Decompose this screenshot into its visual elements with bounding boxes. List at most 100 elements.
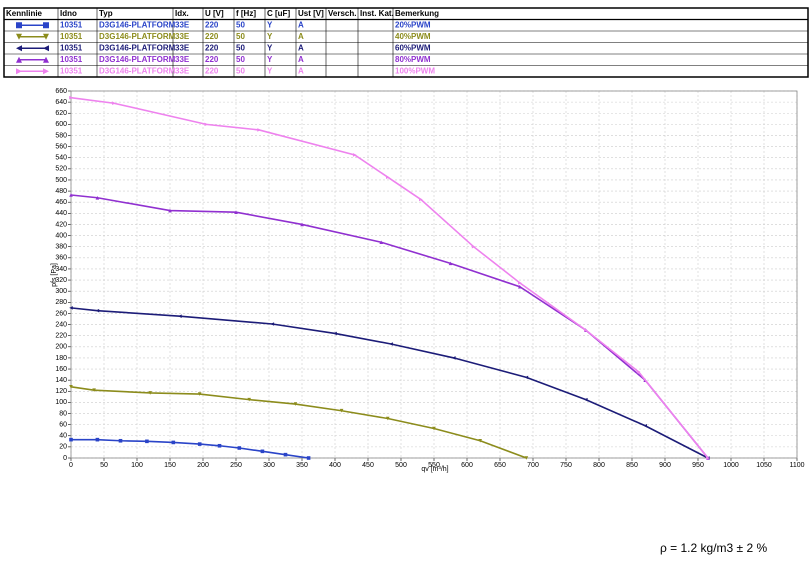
- table-cell: 33E: [175, 43, 190, 52]
- marker: [204, 122, 209, 127]
- x-tick-label: 600: [461, 462, 473, 469]
- marker: [95, 195, 100, 200]
- table-cell: 10351: [60, 43, 83, 52]
- y-tick-label: 100: [55, 399, 67, 406]
- y-tick-label: 420: [55, 221, 67, 228]
- x-tick-label: 0: [69, 462, 73, 469]
- y-tick-label: 440: [55, 210, 67, 217]
- table-cell: D3G146-PLATFORM: [99, 66, 176, 75]
- table-cell: Y: [267, 32, 273, 41]
- marker: [43, 56, 49, 63]
- y-tick-label: 540: [55, 155, 67, 162]
- y-tick-label: 520: [55, 166, 67, 173]
- x-tick-label: 100: [131, 462, 143, 469]
- table-cell: 10351: [60, 55, 83, 64]
- marker: [706, 456, 710, 460]
- y-tick-label: 40: [59, 433, 67, 440]
- table-cell: Y: [267, 55, 273, 64]
- table-cell: 33E: [175, 32, 190, 41]
- y-tick-label: 160: [55, 366, 67, 373]
- marker: [197, 442, 202, 446]
- marker: [333, 331, 337, 336]
- y-tick-label: 300: [55, 288, 67, 295]
- y-tick-label: 280: [55, 299, 67, 306]
- table-cell: D3G146-PLATFORM: [99, 43, 176, 52]
- series-line: [71, 438, 309, 459]
- table-cell: A: [298, 43, 304, 52]
- marker: [43, 68, 49, 75]
- marker: [283, 452, 288, 457]
- legend-label: 20%PWM: [395, 20, 431, 29]
- table-cell: A: [298, 32, 304, 41]
- table-cell: A: [298, 66, 304, 75]
- y-tick-label: 480: [55, 188, 67, 195]
- legend-label: 100%PWM: [395, 66, 435, 75]
- marker: [471, 244, 476, 249]
- y-tick-label: 220: [55, 333, 67, 340]
- marker: [69, 306, 73, 310]
- marker: [234, 210, 238, 215]
- table-cell: 50: [236, 20, 245, 29]
- x-tick-label: 350: [296, 462, 308, 469]
- marker: [636, 370, 641, 374]
- y-tick-label: 240: [55, 321, 67, 328]
- marker: [145, 439, 149, 444]
- x-tick-label: 850: [626, 462, 638, 469]
- marker: [247, 397, 251, 402]
- marker: [69, 385, 73, 389]
- x-tick-label: 900: [659, 462, 671, 469]
- y-tick-label: 460: [55, 199, 67, 206]
- marker: [16, 45, 22, 52]
- x-tick-label: 1000: [723, 462, 739, 469]
- table-cell: 220: [205, 43, 219, 52]
- table-header: Bemerkung: [395, 9, 439, 18]
- marker: [16, 22, 22, 29]
- y-tick-label: 60: [59, 421, 67, 428]
- footnote: ρ = 1.2 kg/m3 ± 2 %: [660, 541, 767, 555]
- marker: [353, 153, 357, 157]
- y-tick-label: 400: [55, 232, 67, 239]
- table-cell: D3G146-PLATFORM: [99, 20, 176, 29]
- y-tick-label: 140: [55, 377, 67, 384]
- table-cell: 10351: [60, 66, 83, 75]
- table-cell: 50: [236, 32, 245, 41]
- x-tick-label: 200: [197, 462, 209, 469]
- x-tick-label: 950: [692, 462, 704, 469]
- marker: [69, 437, 73, 442]
- marker: [43, 45, 49, 52]
- marker: [178, 314, 182, 319]
- table-cell: Y: [267, 20, 273, 29]
- marker: [95, 437, 100, 442]
- x-tick-label: 700: [527, 462, 539, 469]
- table-cell: D3G146-PLATFORM: [99, 32, 176, 41]
- marker: [217, 443, 222, 448]
- y-tick-label: 360: [55, 255, 67, 262]
- marker: [148, 391, 152, 395]
- marker: [419, 197, 423, 202]
- table-header: Versch.: [328, 9, 356, 18]
- marker: [584, 328, 588, 332]
- table-cell: 220: [205, 55, 219, 64]
- marker: [386, 416, 390, 421]
- marker: [584, 397, 588, 402]
- marker: [69, 193, 73, 197]
- table-cell: 220: [205, 32, 219, 41]
- y-tick-label: 620: [55, 110, 67, 117]
- x-tick-label: 500: [395, 462, 407, 469]
- table-cell: Y: [267, 66, 273, 75]
- table-cell: 33E: [175, 20, 190, 29]
- x-tick-label: 150: [164, 462, 176, 469]
- y-tick-label: 320: [55, 277, 67, 284]
- x-axis-label: qv [m³/h]: [421, 466, 448, 473]
- marker: [386, 175, 390, 179]
- y-tick-label: 340: [55, 266, 67, 273]
- marker: [379, 240, 383, 245]
- marker: [168, 208, 172, 213]
- legend-label: 80%PWM: [395, 55, 431, 64]
- y-axis-label: pfs [Pa]: [51, 263, 58, 287]
- marker: [237, 446, 242, 450]
- x-tick-label: 300: [263, 462, 275, 469]
- marker: [389, 342, 393, 346]
- marker: [452, 356, 456, 360]
- marker: [518, 284, 522, 289]
